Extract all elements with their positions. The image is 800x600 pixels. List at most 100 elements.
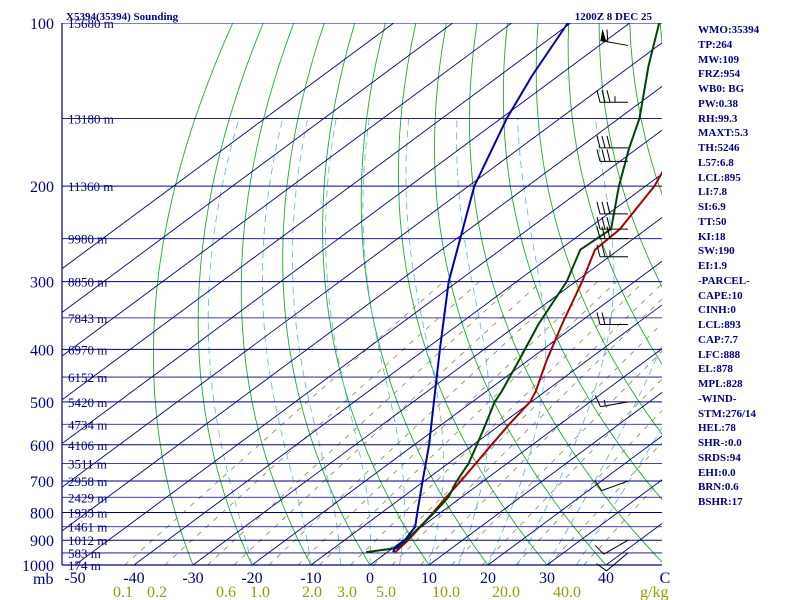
wind-barb-feather: [601, 149, 606, 162]
wind-barb-pennant: [600, 28, 607, 42]
stat-item: EL:878: [698, 363, 733, 376]
wind-barb-feather: [606, 29, 609, 42]
temperature-tick-label: 10: [421, 570, 437, 587]
stat-item: TP:264: [698, 38, 733, 51]
stat-item: SHR-:0.0: [698, 437, 742, 449]
wind-barb-feather: [594, 544, 605, 555]
pressure-tick-label: 600: [30, 438, 54, 455]
mixing-ratio-label: 2.0: [302, 584, 322, 600]
wind-barb-feather: [596, 149, 601, 162]
wind-barb-feather: [596, 216, 601, 230]
mixing-ratio-label: 0.1: [113, 584, 133, 600]
temperature-tick-label: 0: [366, 570, 374, 587]
wind-barb: [596, 201, 628, 215]
stat-item: -WIND-: [698, 392, 737, 405]
height-label: 5420 m: [68, 395, 107, 410]
stat-item: MPL:828: [698, 378, 743, 390]
mixing-ratio-line: [297, 281, 598, 565]
dry-adiabat: [469, 23, 662, 563]
moist-adiabat: [362, 118, 405, 565]
isotherm: [62, 23, 453, 313]
wind-barb-feather: [594, 395, 601, 407]
temperature-tick-label: C: [660, 570, 671, 587]
stat-item: RH:99.3: [698, 112, 738, 125]
chart-title: X5394(35394) Sounding: [66, 11, 179, 23]
height-label: 6970 m: [68, 342, 107, 357]
stats-panel: WMO:35394 TP:264 MW:109 FRZ:954 WB0: BG PW:0.…: [698, 23, 798, 510]
mixing-ratio-label: 3.0: [337, 584, 357, 600]
height-label: 7843 m: [68, 311, 107, 326]
stat-item: EHI:0.0: [698, 466, 736, 479]
stat-item: BRN:0.6: [698, 481, 739, 494]
mixing-ratio-label: 10.0: [432, 584, 460, 600]
pressure-tick-label: 300: [30, 275, 54, 292]
stat-item: CAPE:10: [698, 289, 743, 302]
isotherm: [62, 85, 662, 532]
height-label: 2429 m: [68, 490, 107, 505]
wind-barb-feather: [606, 149, 611, 162]
wind-barb-staff: [603, 539, 629, 555]
stat-item: LI:7.8: [698, 186, 728, 199]
mixing-ratio-line: [233, 281, 542, 565]
height-label: 4106 m: [68, 438, 107, 453]
mixing-ratio-line: [124, 281, 444, 565]
pressure-tick-label: 400: [30, 342, 54, 359]
temperature-tick-label: 30: [539, 570, 555, 587]
stat-item: HEL:78: [698, 422, 736, 435]
wind-barb-staff: [601, 480, 629, 492]
moist-adiabat: [487, 118, 546, 565]
moist-adiabat: [576, 427, 662, 565]
height-label: 6152 m: [68, 370, 107, 385]
height-label: 1933 m: [68, 505, 107, 520]
mixing-ratio-label: 5.0: [376, 584, 396, 600]
height-label: 583 m: [68, 546, 101, 561]
stat-item: LCL:895: [698, 171, 741, 184]
stat-item: TH:5246: [698, 142, 740, 154]
wind-barb: [596, 135, 628, 149]
temperature-tick-label: 20: [480, 570, 496, 587]
temperature-tick-label: -40: [123, 570, 144, 587]
moist-adiabat: [456, 118, 491, 565]
stat-item: SI:6.9: [698, 201, 726, 213]
wind-barb-feather: [596, 312, 601, 325]
isotherm: [62, 23, 394, 270]
temperature-tick-label: -30: [182, 570, 203, 587]
mixing-ratio-line: [207, 281, 518, 565]
wind-barb-feather: [601, 216, 606, 230]
isotherm: [310, 304, 662, 565]
stat-item: -PARCEL-: [698, 274, 750, 287]
height-label: 8850 m: [68, 275, 107, 290]
stat-item: EI:1.9: [698, 260, 728, 272]
height-label: 4734 m: [68, 417, 107, 432]
stat-item: BSHR:17: [698, 496, 743, 508]
wind-barb-feather: [606, 226, 611, 239]
height-label: 11360 m: [68, 179, 113, 194]
isotherm: [369, 348, 662, 565]
wind-barb-staff: [606, 552, 629, 572]
stat-item: CINH:0: [698, 304, 736, 317]
wind-barb: [596, 244, 628, 258]
stat-item: WB0: BG: [698, 83, 745, 95]
mixing-ratio-label: 20.0: [492, 584, 520, 600]
stat-item: FRZ:954: [698, 68, 741, 81]
pressure-tick-label: 800: [30, 505, 54, 522]
wind-barb: [596, 90, 628, 103]
wind-barb: [594, 480, 629, 492]
height-label: 174 m: [68, 558, 101, 573]
profiles: [365, 23, 662, 554]
wind-barb-staff: [600, 40, 629, 46]
wind-barb-feather: [606, 216, 611, 230]
stat-item: CAP:7.7: [698, 333, 739, 346]
isotherm: [487, 435, 662, 565]
pressure-tick-label: 100: [30, 16, 54, 33]
stat-item: LFC:888: [698, 348, 741, 361]
mixing-ratio-line: [451, 350, 662, 565]
wind-barb-feather: [606, 90, 611, 103]
stat-item: LCL:893: [698, 319, 741, 331]
wind-barb-feather: [594, 480, 603, 491]
wind-barb-feather: [606, 201, 611, 215]
wind-barb-feather: [601, 135, 606, 149]
wind-barb-feather: [596, 563, 607, 572]
dry-adiabat: [322, 23, 430, 565]
pressure-tick-label: 900: [30, 533, 54, 550]
